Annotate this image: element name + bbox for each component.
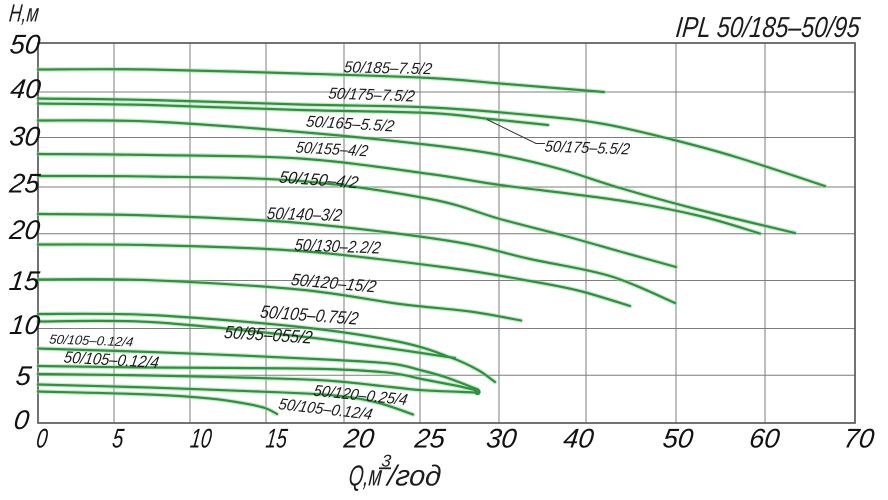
svg-text:50/165–5.5/2: 50/165–5.5/2 <box>305 113 396 136</box>
svg-text:50/155–4/2: 50/155–4/2 <box>295 139 370 161</box>
svg-text:50/175–5.5/2: 50/175–5.5/2 <box>544 138 632 159</box>
svg-text:70: 70 <box>842 423 876 454</box>
svg-text:Н,м: Н,м <box>8 0 40 27</box>
svg-text:15: 15 <box>8 265 43 296</box>
svg-text:10: 10 <box>8 309 42 340</box>
svg-text:40: 40 <box>562 423 596 454</box>
svg-text:5: 5 <box>14 360 34 391</box>
svg-text:50/150–4/2: 50/150–4/2 <box>278 168 361 193</box>
svg-text:50/175–7.5/2: 50/175–7.5/2 <box>327 85 416 106</box>
svg-text:50/105–0.12/4: 50/105–0.12/4 <box>48 332 134 350</box>
svg-text:50/120–15/2: 50/120–15/2 <box>290 270 379 296</box>
svg-text:50: 50 <box>661 423 695 454</box>
svg-text:15: 15 <box>264 423 289 454</box>
svg-text:50/130–2.2/2: 50/130–2.2/2 <box>293 236 382 258</box>
svg-text:0: 0 <box>35 423 50 454</box>
svg-text:Q,м: Q,м <box>347 461 383 493</box>
svg-text:0: 0 <box>12 404 31 435</box>
svg-text:25: 25 <box>7 168 43 199</box>
svg-text:50/95–055/2: 50/95–055/2 <box>223 322 314 347</box>
svg-text:20: 20 <box>7 214 42 245</box>
svg-text:IPL 50/185–50/95: IPL 50/185–50/95 <box>674 12 862 44</box>
svg-text:25: 25 <box>412 423 448 454</box>
svg-text:/год: /год <box>384 461 442 493</box>
svg-text:60: 60 <box>748 423 782 454</box>
svg-text:50/185–7.5/2: 50/185–7.5/2 <box>343 58 433 78</box>
svg-text:20: 20 <box>341 423 376 454</box>
svg-text:30: 30 <box>8 121 42 152</box>
svg-text:5: 5 <box>111 423 126 454</box>
svg-text:50: 50 <box>8 28 42 59</box>
svg-text:40: 40 <box>9 73 43 104</box>
svg-text:3: 3 <box>381 452 393 471</box>
svg-text:30: 30 <box>485 423 519 454</box>
svg-text:50/140–3/2: 50/140–3/2 <box>266 204 344 225</box>
svg-text:10: 10 <box>189 423 214 454</box>
